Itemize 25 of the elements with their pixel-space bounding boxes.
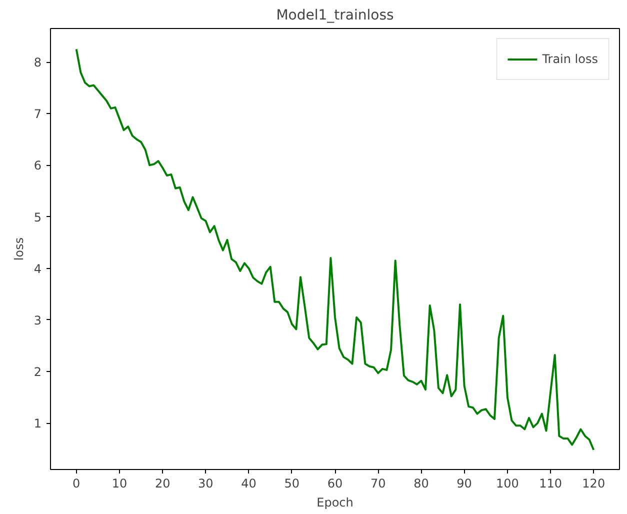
x-tick-label: 0 [72,476,80,490]
x-tick-label: 80 [414,476,429,490]
x-tick-label: 50 [284,476,300,490]
y-tick-label: 4 [34,262,42,276]
x-tick-label: 90 [456,476,472,490]
y-tick-label: 5 [34,210,42,224]
legend-label: Train loss [542,52,598,66]
x-tick-label: 100 [496,476,519,490]
x-tick-label: 20 [154,476,170,490]
x-tick-label: 30 [198,476,214,490]
x-tick-label: 110 [539,476,562,490]
y-tick-label: 2 [34,365,42,379]
chart-title: Model1_trainloss [276,8,394,24]
y-tick-label: 1 [34,416,42,431]
y-tick-label: 6 [34,158,42,173]
x-tick-label: 120 [582,476,606,490]
y-tick-label: 7 [34,107,42,122]
x-tick-label: 70 [370,476,386,490]
x-tick-label: 10 [112,476,128,490]
x-tick-label: 60 [327,476,343,490]
y-tick-label: 8 [34,56,42,70]
y-axis-title: loss [12,237,26,261]
x-axis-title: Epoch [316,496,354,510]
y-tick-label: 3 [34,313,42,328]
x-tick-label: 40 [241,476,256,490]
